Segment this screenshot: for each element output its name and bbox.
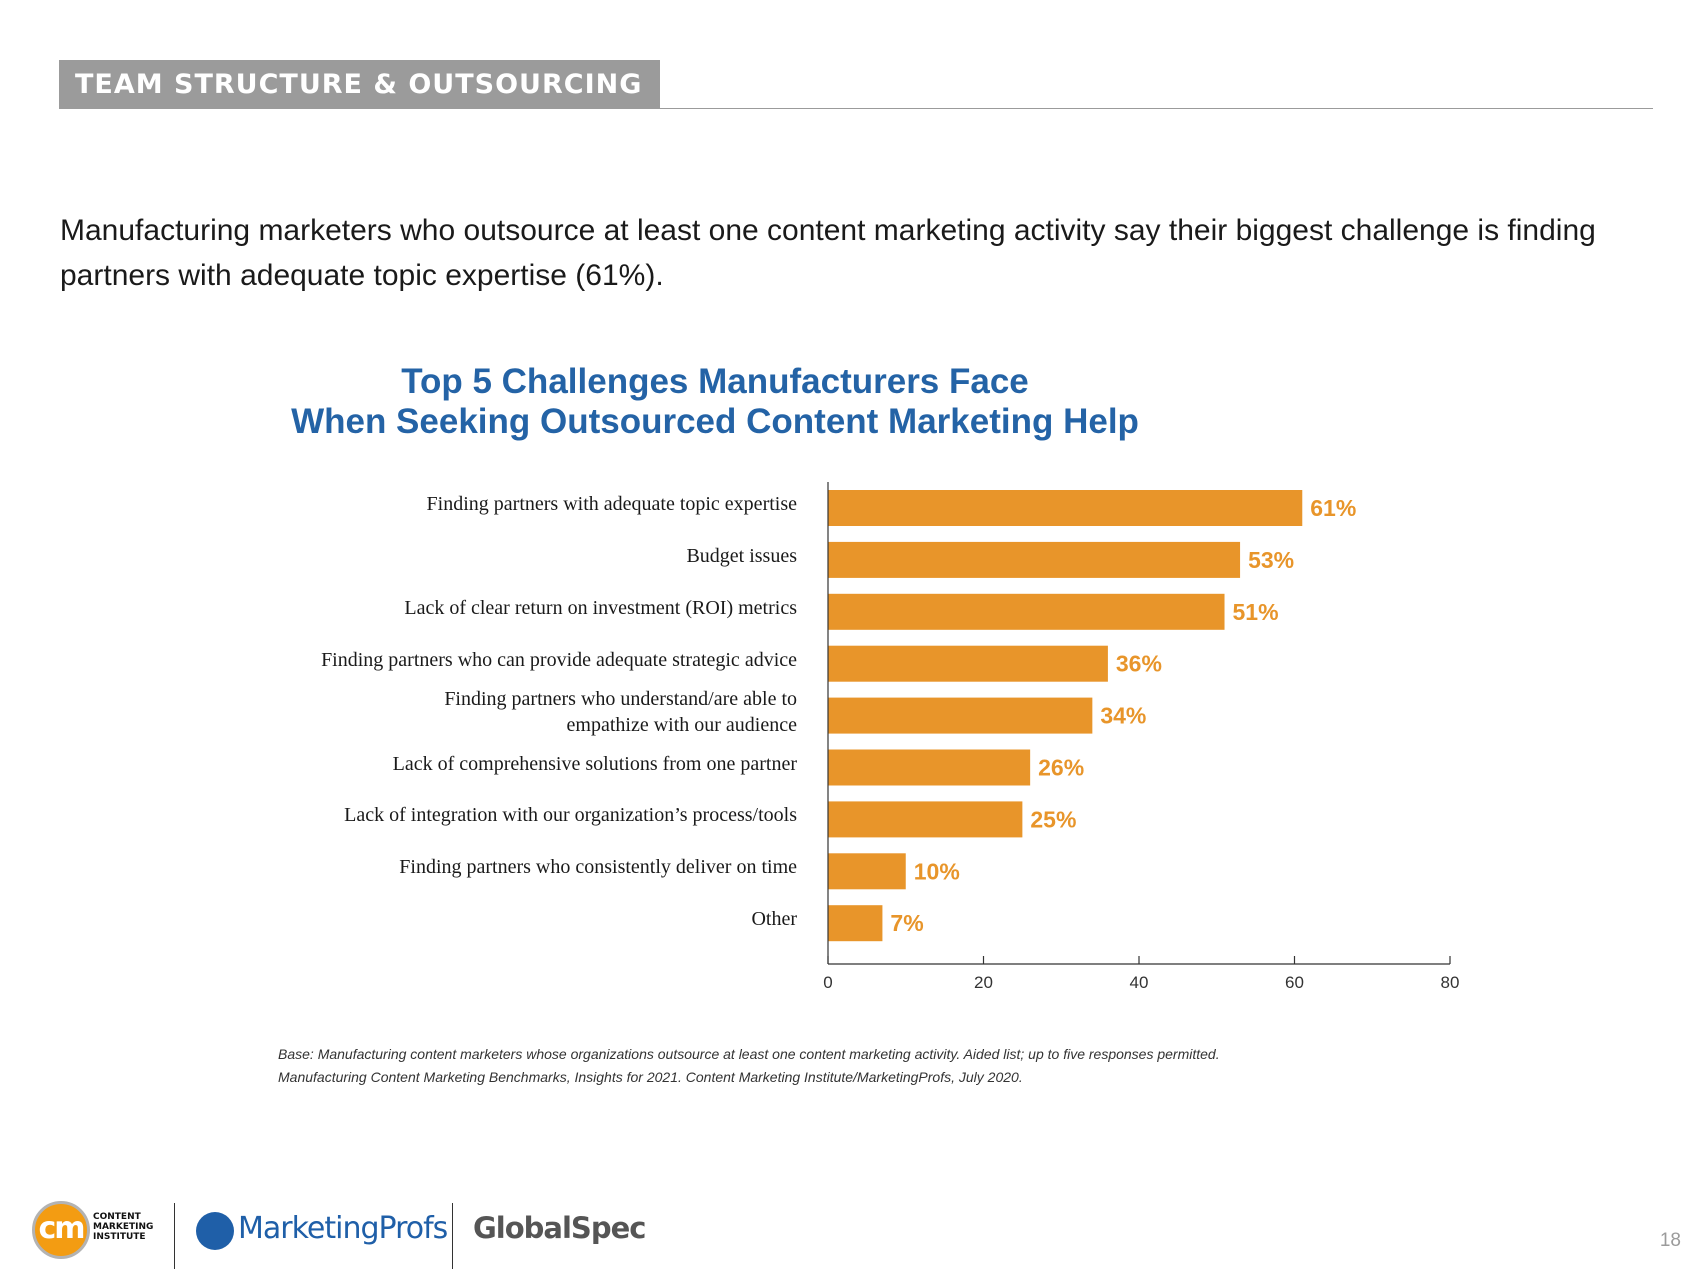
bar-7: [828, 853, 906, 890]
category-label-line: Lack of clear return on investment (ROI)…: [404, 596, 797, 619]
marketingprofs-logo-text: MarketingProfs: [238, 1211, 448, 1246]
data-label-8: 7%: [890, 910, 923, 936]
section-divider: [59, 108, 1653, 109]
data-label-2: 51%: [1233, 599, 1279, 625]
chart-title-line-1: Top 5 Challenges Manufacturers Face: [401, 362, 1029, 401]
data-label-4: 34%: [1100, 703, 1146, 729]
data-label-6: 25%: [1030, 806, 1076, 832]
data-label-0: 61%: [1310, 495, 1356, 521]
category-label-line: Finding partners who can provide adequat…: [321, 648, 797, 671]
category-label-7: Finding partners who consistently delive…: [197, 854, 797, 880]
bar-2: [828, 593, 1225, 630]
section-header: TEAM STRUCTURE & OUTSOURCING: [59, 60, 661, 109]
x-tick-label-0: 0: [823, 973, 832, 992]
x-tick-label-2: 40: [1130, 973, 1149, 992]
bar-3: [828, 645, 1108, 682]
category-label-4: Finding partners who understand/are able…: [197, 686, 797, 738]
x-tick-label-1: 20: [974, 973, 993, 992]
data-label-7: 10%: [914, 858, 960, 884]
category-label-1: Budget issues: [197, 543, 797, 569]
category-label-6: Lack of integration with our organizatio…: [197, 802, 797, 828]
footnote-source: Manufacturing Content Marketing Benchmar…: [278, 1069, 1023, 1085]
bar-5: [828, 749, 1031, 786]
marketingprofs-logo-icon: [196, 1212, 234, 1250]
cmi-logo-icon: cm: [32, 1201, 90, 1259]
category-label-line: Finding partners who understand/are able…: [444, 687, 797, 710]
footnote-base: Base: Manufacturing content marketers wh…: [278, 1046, 1220, 1062]
category-label-line: Lack of integration with our organizatio…: [344, 804, 797, 827]
category-label-3: Finding partners who can provide adequat…: [197, 647, 797, 673]
globalspec-logo-text: GlobalSpec: [473, 1211, 646, 1245]
bar-4: [828, 697, 1093, 734]
bar-1: [828, 541, 1241, 578]
category-label-0: Finding partners with adequate topic exp…: [197, 491, 797, 517]
page-number: 18: [1659, 1230, 1681, 1251]
category-label-5: Lack of comprehensive solutions from one…: [197, 751, 797, 777]
bar-8: [828, 905, 883, 942]
category-label-8: Other: [197, 906, 797, 932]
x-tick-label-3: 60: [1285, 973, 1304, 992]
category-label-2: Lack of clear return on investment (ROI)…: [197, 595, 797, 621]
x-tick-label-4: 80: [1441, 973, 1460, 992]
category-label-line: Finding partners with adequate topic exp…: [426, 493, 797, 515]
category-label-line: Lack of comprehensive solutions from one…: [392, 752, 797, 775]
category-label-line: Finding partners who consistently delive…: [399, 856, 797, 879]
bar-0: [828, 490, 1303, 526]
category-label-line: Budget issues: [686, 544, 797, 567]
intro-text: Manufacturing marketers who outsource at…: [60, 214, 1596, 292]
logo-divider: [174, 1203, 175, 1269]
logo-divider: [452, 1203, 453, 1269]
cmi-logo-text: CONTENT MARKETING INSTITUTE: [93, 1212, 154, 1242]
data-label-1: 53%: [1248, 547, 1294, 573]
category-label-line: empathize with our audience: [566, 713, 797, 736]
data-label-5: 26%: [1038, 755, 1084, 781]
data-label-3: 36%: [1116, 651, 1162, 677]
chart-title-line-2: When Seeking Outsourced Content Marketin…: [291, 402, 1139, 441]
category-label-line: Other: [751, 908, 797, 931]
bar-6: [828, 801, 1023, 838]
